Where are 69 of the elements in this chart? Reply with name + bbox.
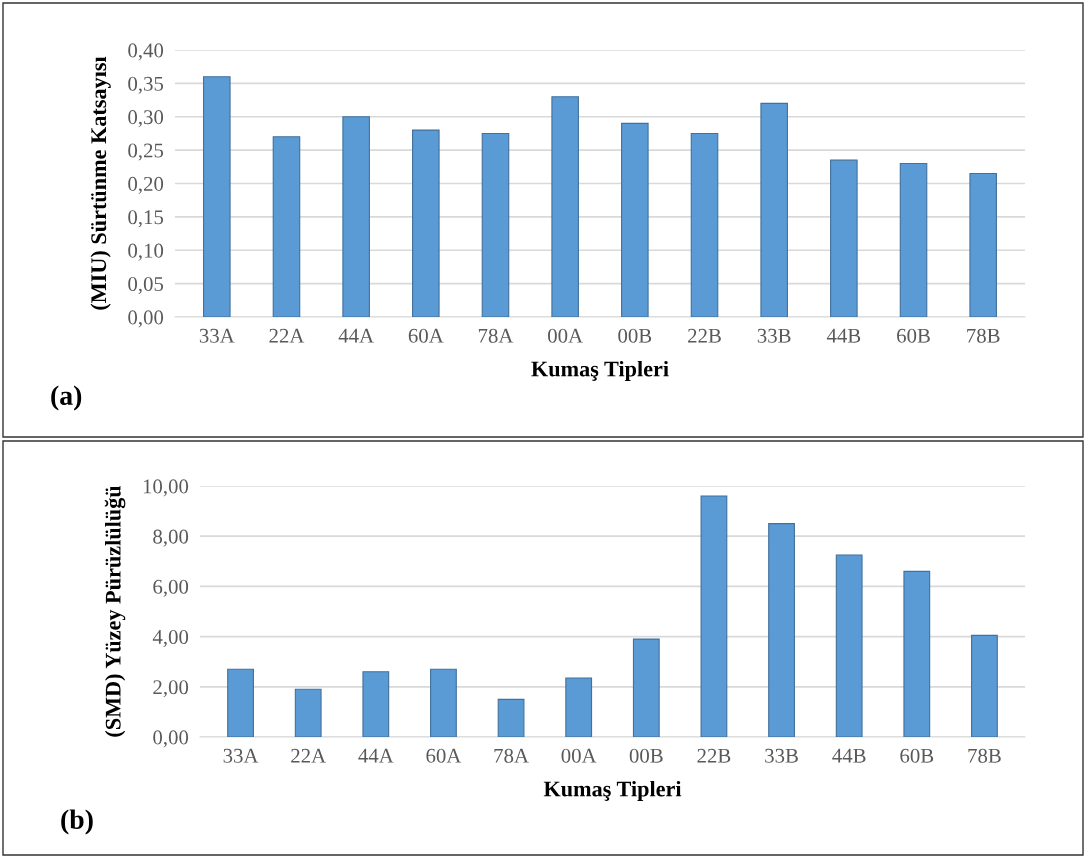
x-tick-label: 22A (269, 328, 305, 343)
bar (632, 638, 660, 737)
y-tick-label: 0,05 (128, 277, 164, 295)
x-tick-label: 44A (358, 748, 394, 763)
bar (362, 671, 390, 737)
bar (430, 668, 457, 737)
bar (969, 172, 997, 317)
bar (342, 116, 370, 317)
bar (565, 677, 593, 737)
x-tick-label: 44A (338, 328, 374, 343)
y-tick-label: 0,00 (153, 730, 189, 748)
x-tick-label: 44B (826, 328, 861, 343)
x-tick-label: 22B (688, 328, 721, 343)
x-tick-label: 22B (697, 748, 731, 763)
x-tick-label: 60A (426, 748, 462, 763)
y-tick-label: 0,30 (128, 110, 164, 128)
y-tick-label: 2,00 (153, 680, 189, 698)
bar (227, 668, 254, 737)
x-tick-label: 78A (478, 328, 514, 343)
bar (551, 96, 579, 317)
bar (203, 76, 231, 317)
y-tick-label: 0,00 (128, 310, 164, 328)
bar (768, 523, 795, 737)
x-tick-label: 78B (967, 328, 1000, 343)
x-tick-label: 78A (494, 748, 529, 763)
x-tick-label: 33B (757, 328, 791, 343)
bar (497, 698, 525, 737)
y-axis-title: (SMD) Yüzey Pürüzlülüğü (104, 485, 126, 737)
text: (b) (61, 809, 93, 835)
x-tick-label: 33A (223, 748, 259, 763)
x-axis-title: Kumaş Tipleri (531, 360, 669, 382)
x-tick-label: 60B (900, 748, 934, 763)
bar (481, 132, 510, 317)
y-tick-label: 0,20 (128, 176, 164, 194)
y-tick-label: 6,00 (153, 579, 189, 597)
x-tick-label: 00A (561, 748, 597, 763)
bar (272, 136, 301, 317)
y-tick-label: 8,00 (153, 529, 189, 547)
bar (412, 129, 440, 317)
x-tick-label: 00B (618, 328, 652, 343)
y-axis-title: (MIU) Sürtünme Katsayısı (90, 56, 111, 310)
x-tick-label: 00B (629, 748, 663, 763)
x-tick-label: 44B (832, 748, 866, 763)
x-tick-label: 33B (765, 748, 798, 763)
bar (294, 688, 322, 737)
y-tick-label: 4,00 (152, 629, 189, 648)
y-tick-label: 10,00 (143, 479, 189, 497)
y-tick-label: 0,25 (128, 143, 164, 161)
x-tick-label: 78B (968, 748, 1001, 763)
bar (899, 162, 928, 317)
x-axis-title: Kumaş Tipleri (543, 780, 682, 802)
bar (760, 102, 788, 317)
x-tick-label: 00A (548, 328, 583, 343)
x-tick-label: 60A (408, 328, 444, 343)
y-tick-label: 0,15 (128, 210, 164, 228)
bar (700, 495, 728, 737)
text: (a) (51, 385, 82, 411)
x-tick-label: 33A (199, 328, 235, 343)
y-tick-label: 0,35 (128, 76, 164, 94)
bar (835, 554, 863, 737)
bar (971, 634, 998, 737)
bar (621, 122, 649, 317)
x-tick-label: 60B (897, 328, 930, 343)
bar (830, 159, 858, 317)
x-tick-label: 22A (291, 748, 326, 763)
bar (903, 570, 931, 737)
y-tick-label: 0,40 (128, 43, 164, 61)
bar (690, 132, 719, 317)
y-tick-label: 0,10 (128, 243, 164, 261)
